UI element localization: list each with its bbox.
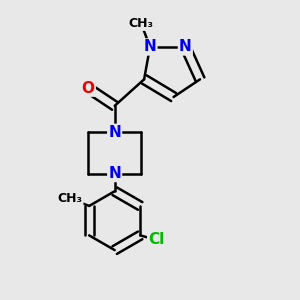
Text: N: N xyxy=(179,39,192,54)
Text: N: N xyxy=(108,125,121,140)
Text: O: O xyxy=(82,81,95,96)
Text: CH₃: CH₃ xyxy=(58,192,82,205)
Text: N: N xyxy=(144,39,156,54)
Text: Cl: Cl xyxy=(148,232,164,247)
Text: N: N xyxy=(108,166,121,181)
Text: CH₃: CH₃ xyxy=(129,17,154,30)
